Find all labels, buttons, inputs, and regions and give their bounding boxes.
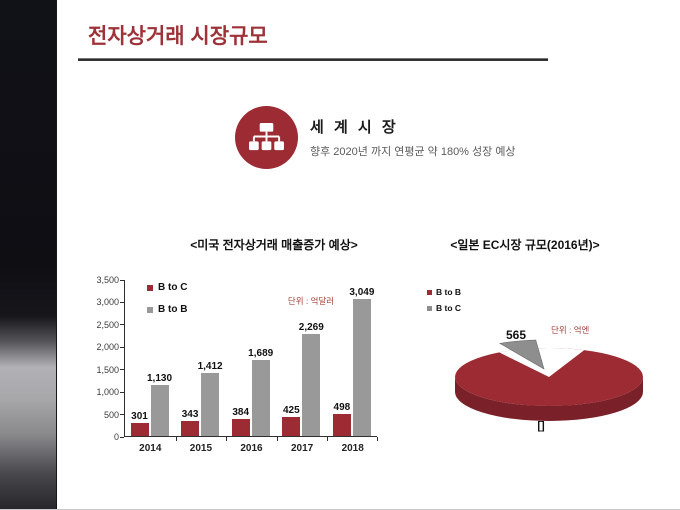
- y-axis-tick: [120, 324, 124, 326]
- legend-label: B to B: [436, 287, 462, 297]
- world-market-badge: [235, 106, 298, 169]
- us-chart-title: <미국 전자상거래 매출증가 예상>: [190, 238, 358, 252]
- bar-b-to-b: [352, 299, 371, 436]
- japan-chart-title: <일본 EC시장 규모(2016년)>: [450, 238, 600, 252]
- x-axis-category-label: 2014: [139, 443, 162, 454]
- japan-chart-unit-label: 단위 : 억엔: [551, 325, 590, 335]
- y-axis-tick-label: 3,500: [96, 275, 119, 285]
- pie-slice-b-to-c: [499, 339, 545, 370]
- legend-swatch-gray: [147, 306, 153, 313]
- us-bar-plot-area: 0 500 1,000 1,500 2,000 2,500 3,000 3,500 2014 20…: [96, 275, 378, 454]
- y-axis-tick-label: 1,500: [96, 364, 119, 375]
- world-market-subtitle: 향후 2020년 까지 연평균 약 180% 성장 예상: [310, 146, 516, 158]
- pie-side: [455, 377, 643, 421]
- bar-b-to-c: [181, 420, 200, 436]
- pie-bottom-label: []: [537, 420, 545, 432]
- slide-title: 전자상거래 시장규모: [88, 25, 268, 48]
- x-axis-tick: [175, 437, 177, 441]
- y-axis-tick-label: 0: [113, 432, 119, 442]
- y-axis-tick: [120, 346, 124, 348]
- x-axis-category-label: 2017: [290, 443, 314, 454]
- world-market-heading: 세 계 시 장: [310, 119, 399, 136]
- japan-pie-chart: [455, 339, 643, 421]
- bar-b-to-c: [332, 413, 351, 436]
- y-axis-tick: [120, 301, 124, 303]
- y-axis-tick: [120, 279, 124, 281]
- bar-value-label: 425: [282, 404, 300, 416]
- title-divider: [78, 58, 548, 61]
- y-axis-tick-label: 2,000: [96, 342, 119, 353]
- bar-b-to-b: [251, 360, 270, 436]
- legend-label: B to C: [158, 282, 188, 293]
- bar-b-to-c: [130, 422, 149, 436]
- bar-value-label: 1,412: [197, 360, 223, 372]
- legend-swatch-red: [147, 284, 153, 291]
- x-axis-tick: [377, 437, 378, 441]
- desktop-background-strip: [0, 0, 57, 510]
- japan-chart-legend: B to B B to C: [427, 287, 461, 313]
- bar-value-label: 498: [333, 401, 351, 413]
- legend-swatch-red: [427, 289, 432, 295]
- org-chart-icon: [249, 122, 284, 151]
- x-axis-tick: [327, 437, 329, 441]
- legend-item-b-to-c: B to C: [147, 282, 187, 293]
- x-axis-tick: [276, 437, 278, 441]
- bar-value-label: 301: [131, 410, 148, 422]
- y-axis-tick: [120, 369, 124, 371]
- x-axis-category-label: 2015: [189, 443, 213, 454]
- y-axis-tick-label: 3,000: [96, 297, 119, 308]
- pie-slice-value-label: 565: [505, 328, 527, 342]
- bar-b-to-b: [201, 372, 220, 436]
- legend-item-b-to-b: B to B: [427, 287, 461, 297]
- legend-label: B to C: [436, 303, 462, 313]
- legend-item-b-to-b: B to B: [147, 304, 187, 315]
- x-axis-category-label: 2018: [341, 443, 364, 454]
- y-axis-tick: [120, 391, 124, 393]
- x-axis-category-label: 2016: [240, 443, 263, 454]
- bar-value-label: 384: [232, 406, 250, 418]
- bar-b-to-b: [150, 385, 169, 436]
- y-axis-tick: [120, 414, 124, 416]
- us-chart-legend: B to C B to B: [147, 282, 187, 315]
- bar-value-label: 3,049: [349, 287, 375, 299]
- legend-swatch-gray: [427, 305, 432, 311]
- y-axis-tick-label: 2,500: [96, 319, 119, 330]
- bar-value-label: 2,269: [298, 322, 324, 334]
- bar-b-to-c: [231, 418, 250, 436]
- bar-value-label: 1,130: [146, 373, 173, 385]
- bar-b-to-c: [282, 416, 301, 436]
- x-axis-tick: [226, 437, 228, 441]
- us-chart-unit-label: 단위 : 억달러: [287, 296, 335, 306]
- y-axis-tick-label: 500: [103, 409, 119, 420]
- bar-value-label: 343: [181, 408, 199, 420]
- legend-label: B to B: [158, 304, 188, 315]
- y-axis-tick: [120, 436, 124, 438]
- bar-b-to-b: [302, 334, 321, 436]
- y-axis-tick-label: 1,000: [96, 387, 119, 398]
- bar-value-label: 1,689: [248, 348, 274, 360]
- legend-item-b-to-c: B to C: [427, 303, 461, 313]
